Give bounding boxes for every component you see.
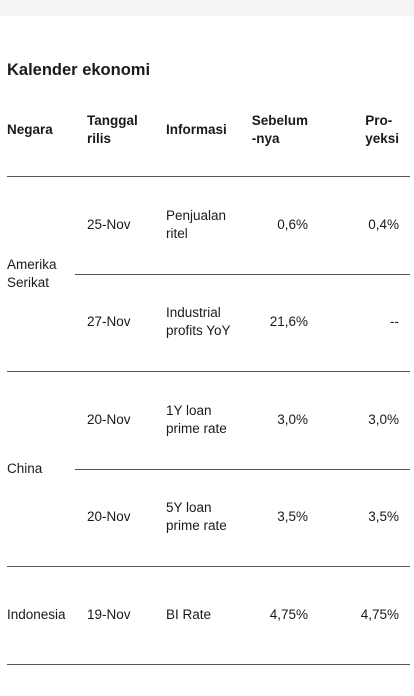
cell: -- (390, 314, 399, 330)
header-cell: Negara (7, 122, 53, 137)
cell: 21,6% (269, 314, 308, 330)
cell: 20-Nov (87, 411, 131, 427)
cell: 3,5% (368, 509, 399, 525)
group-rule (7, 566, 410, 567)
header-rule (7, 176, 410, 177)
cell: 4,75% (269, 606, 308, 622)
cell: 0,4% (368, 216, 399, 232)
cell: 27-Nov (87, 314, 131, 330)
cell: 3,0% (277, 411, 308, 427)
cell: 5Y loan prime rate (166, 500, 227, 534)
top-band (0, 0, 414, 16)
row-rule (75, 274, 410, 275)
group-rule (7, 664, 410, 665)
header-cell: Pro- yeksi (365, 113, 399, 146)
header-cell: Informasi (166, 122, 227, 137)
country: Indonesia (7, 606, 66, 622)
cell: 19-Nov (87, 606, 131, 622)
row-rule (75, 469, 410, 470)
cell: 3,5% (277, 509, 308, 525)
cell: 3,0% (368, 411, 399, 427)
title: Kalender ekonomi (7, 61, 151, 79)
cell: 4,75% (360, 606, 399, 622)
cell: Penjualan ritel (166, 207, 227, 241)
country: China (7, 460, 43, 476)
cell: Industrial profits YoY (166, 305, 231, 339)
cell: BI Rate (166, 606, 212, 622)
group-rule (7, 371, 410, 372)
header-cell: Sebelum -nya (251, 113, 308, 146)
cell: 1Y loan prime rate (166, 402, 227, 436)
cell: 0,6% (277, 216, 308, 232)
cell: 20-Nov (87, 509, 131, 525)
header-cell: Tanggal rilis (87, 113, 138, 146)
cell: 25-Nov (87, 216, 131, 232)
country: Amerika Serikat (7, 256, 57, 290)
